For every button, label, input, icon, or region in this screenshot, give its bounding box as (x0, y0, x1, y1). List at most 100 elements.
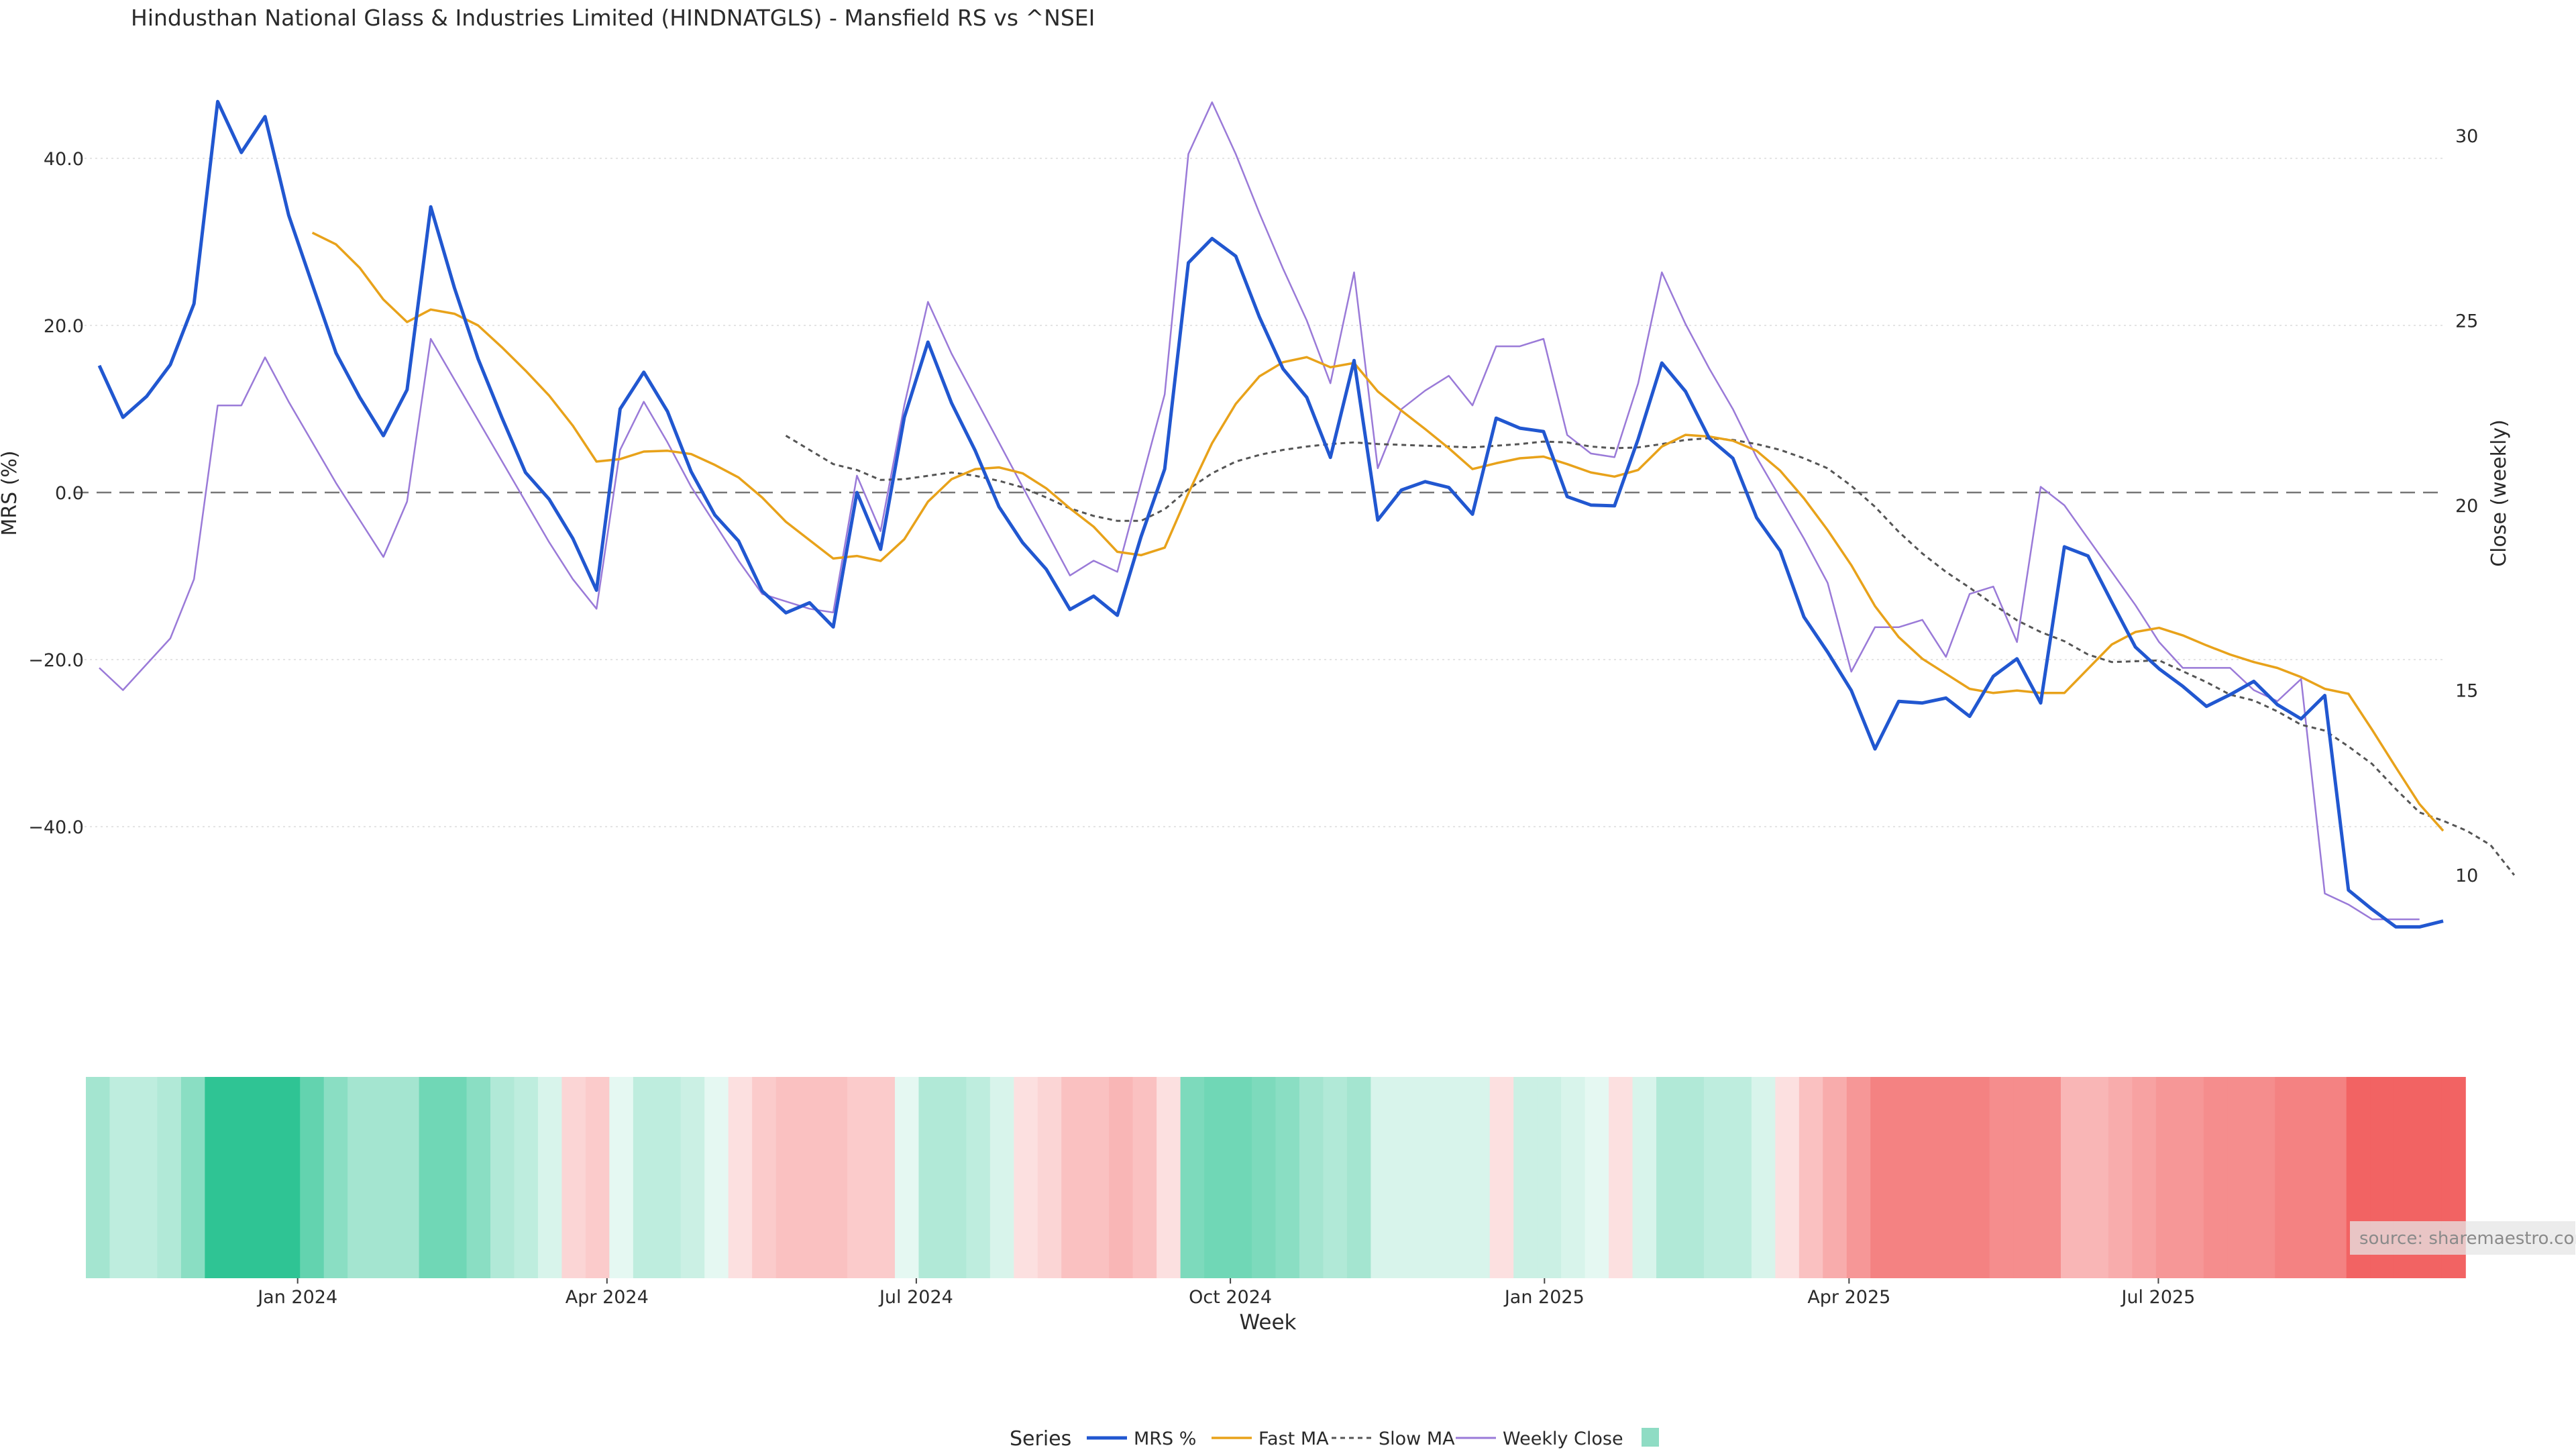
heatmap-cell (1585, 1077, 1609, 1278)
heatmap-cell (1870, 1077, 1895, 1278)
heatmap-cell (1537, 1077, 1562, 1278)
heatmap-cell (2132, 1077, 2157, 1278)
heatmap-cell (1037, 1077, 1063, 1278)
heatmap-cell (1727, 1077, 1752, 1278)
heatmap-cell (847, 1077, 872, 1278)
heatmap-cell (1157, 1077, 1181, 1278)
heatmap-cell (300, 1077, 325, 1278)
series-line-mrs (97, 99, 2444, 929)
heatmap-cell (1109, 1077, 1134, 1278)
heatmap-cell (1823, 1077, 1847, 1278)
heatmap-cell (2013, 1077, 2038, 1278)
grid (74, 158, 2443, 827)
heatmap-cell (728, 1077, 753, 1278)
heatmap-cell (752, 1077, 777, 1278)
source-box (2350, 1221, 2575, 1255)
heatmap-cell (1180, 1077, 1205, 1278)
heatmap-cell (609, 1077, 634, 1278)
heatmap-cell (1918, 1077, 1943, 1278)
y-left-tick-label: −20.0 (28, 650, 84, 671)
y-axis-left-label: MRS (%) (0, 450, 21, 535)
y-right-tick-label: 10 (2455, 866, 2478, 886)
heatmap-cell (228, 1077, 254, 1278)
legend: Series MRS % Fast MA Slow MA Weekly Close (1010, 1427, 1659, 1451)
heatmap-cell (1799, 1077, 1824, 1278)
heatmap-cell (1609, 1077, 1633, 1278)
heatmap-cell (1513, 1077, 1538, 1278)
heatmap-cell (490, 1077, 515, 1278)
heatmap-cell (395, 1077, 420, 1278)
heatmap-cell (1703, 1077, 1729, 1278)
y-left-tick-label: −40.0 (28, 817, 84, 838)
heatmap-cell (2108, 1077, 2133, 1278)
heatmap-cell (205, 1077, 229, 1278)
heatmap-cell (800, 1077, 824, 1278)
heatmap-cell (1489, 1077, 1514, 1278)
y-right-tick-label: 20 (2455, 496, 2478, 517)
heatmap-cell (1966, 1077, 1990, 1278)
x-tick-label: Jul 2025 (2120, 1287, 2195, 1308)
heatmap-cell (2298, 1077, 2323, 1278)
x-tick-label: Jan 2025 (1503, 1287, 1585, 1308)
heatmap-cell (2251, 1077, 2276, 1278)
legend-swatch-heatmap (1642, 1428, 1659, 1447)
y-axis-right-label: Close (weekly) (2487, 419, 2511, 567)
x-tick-label: Apr 2025 (1807, 1287, 1890, 1308)
heatmap-cell (2180, 1077, 2204, 1278)
heatmap-cell (109, 1077, 134, 1278)
x-axis-label: Week (1240, 1310, 1297, 1335)
x-tick-label: Jan 2024 (256, 1287, 337, 1308)
heatmap-cell (1085, 1077, 1110, 1278)
heatmap-cell (419, 1077, 443, 1278)
heatmap-cell (1061, 1077, 1086, 1278)
heatmap-cell (2227, 1077, 2252, 1278)
plot-area (97, 99, 2516, 929)
heatmap-cell (823, 1077, 848, 1278)
heatmap-cell (966, 1077, 991, 1278)
heatmap-cell (1656, 1077, 1681, 1278)
heatmap-cell (1418, 1077, 1443, 1278)
heatmap-cell (1989, 1077, 2014, 1278)
heatmap-cell (2275, 1077, 2300, 1278)
heatmap-band (86, 1077, 2466, 1278)
heatmap-cell (1252, 1077, 1277, 1278)
heatmap-cell (1323, 1077, 1348, 1278)
series-line-weekly-close (99, 101, 2420, 921)
source-watermark: source: sharemaestro.com (2350, 1221, 2576, 1255)
heatmap-cell (1275, 1077, 1300, 1278)
heatmap-cell (2037, 1077, 2061, 1278)
y-right-tick-label: 25 (2455, 311, 2478, 332)
heatmap-cell (2084, 1077, 2109, 1278)
heatmap-cell (1204, 1077, 1229, 1278)
legend-label: Fast MA (1258, 1429, 1329, 1449)
heatmap-cell (1894, 1077, 1919, 1278)
heatmap-cell (942, 1077, 967, 1278)
heatmap-cell (680, 1077, 706, 1278)
y-left-tick-label: 40.0 (44, 149, 84, 170)
heatmap-cell (157, 1077, 182, 1278)
heatmap-cell (657, 1077, 682, 1278)
legend-label: MRS % (1134, 1429, 1196, 1449)
heatmap-cell (371, 1077, 396, 1278)
heatmap-cell (537, 1077, 563, 1278)
heatmap-cell (276, 1077, 301, 1278)
heatmap-cell (1132, 1077, 1157, 1278)
x-tick-label: Oct 2024 (1189, 1287, 1272, 1308)
heatmap-cell (2322, 1077, 2347, 1278)
heatmap-cell (1371, 1077, 1395, 1278)
y-left-tick-label: 20.0 (44, 316, 84, 337)
heatmap-cell (1466, 1077, 1491, 1278)
heatmap-cell (466, 1077, 491, 1278)
heatmap-cell (871, 1077, 896, 1278)
heatmap-cell (252, 1077, 277, 1278)
heatmap-cell (347, 1077, 372, 1278)
heatmap-cell (585, 1077, 610, 1278)
y-right-tick-label: 30 (2455, 126, 2478, 147)
heatmap-cell (133, 1077, 158, 1278)
series-line-fast-ma (311, 231, 2445, 832)
y-right-tick-label: 15 (2455, 681, 2478, 702)
heatmap-cell (2155, 1077, 2181, 1278)
heatmap-cell (1680, 1077, 1705, 1278)
